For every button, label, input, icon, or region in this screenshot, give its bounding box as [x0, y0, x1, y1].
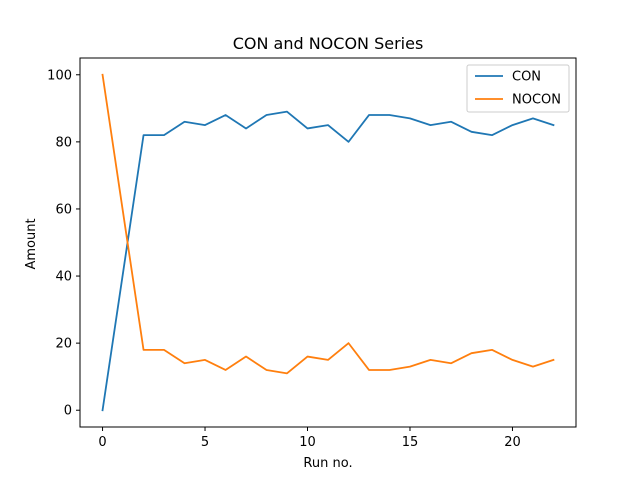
y-tick-label: 20 — [55, 337, 72, 352]
y-tick-label: 0 — [64, 404, 72, 419]
y-axis-label: Amount — [24, 218, 39, 269]
series-line-nocon — [101, 73, 555, 375]
series-line-con — [101, 110, 555, 412]
x-tick-label: 20 — [504, 435, 521, 450]
axes-frame — [79, 57, 577, 428]
axis-ticks: 0 5 10 15 20 0 20 40 60 80 100 — [47, 68, 521, 450]
y-tick-label: 100 — [47, 68, 72, 83]
y-tick-label: 80 — [55, 135, 72, 150]
legend: CON NOCON — [466, 64, 570, 113]
x-tick-label: 10 — [299, 435, 316, 450]
y-tick-label: 40 — [55, 270, 72, 285]
x-tick-label: 0 — [98, 435, 106, 450]
chart-title: CON and NOCON Series — [233, 34, 424, 53]
x-tick-label: 15 — [402, 435, 419, 450]
plot-area — [79, 57, 577, 428]
y-tick-label: 60 — [55, 202, 72, 217]
x-tick-label: 5 — [201, 435, 209, 450]
legend-label-nocon: NOCON — [512, 93, 561, 108]
x-axis-label: Run no. — [303, 456, 352, 471]
legend-label-con: CON — [512, 70, 541, 85]
